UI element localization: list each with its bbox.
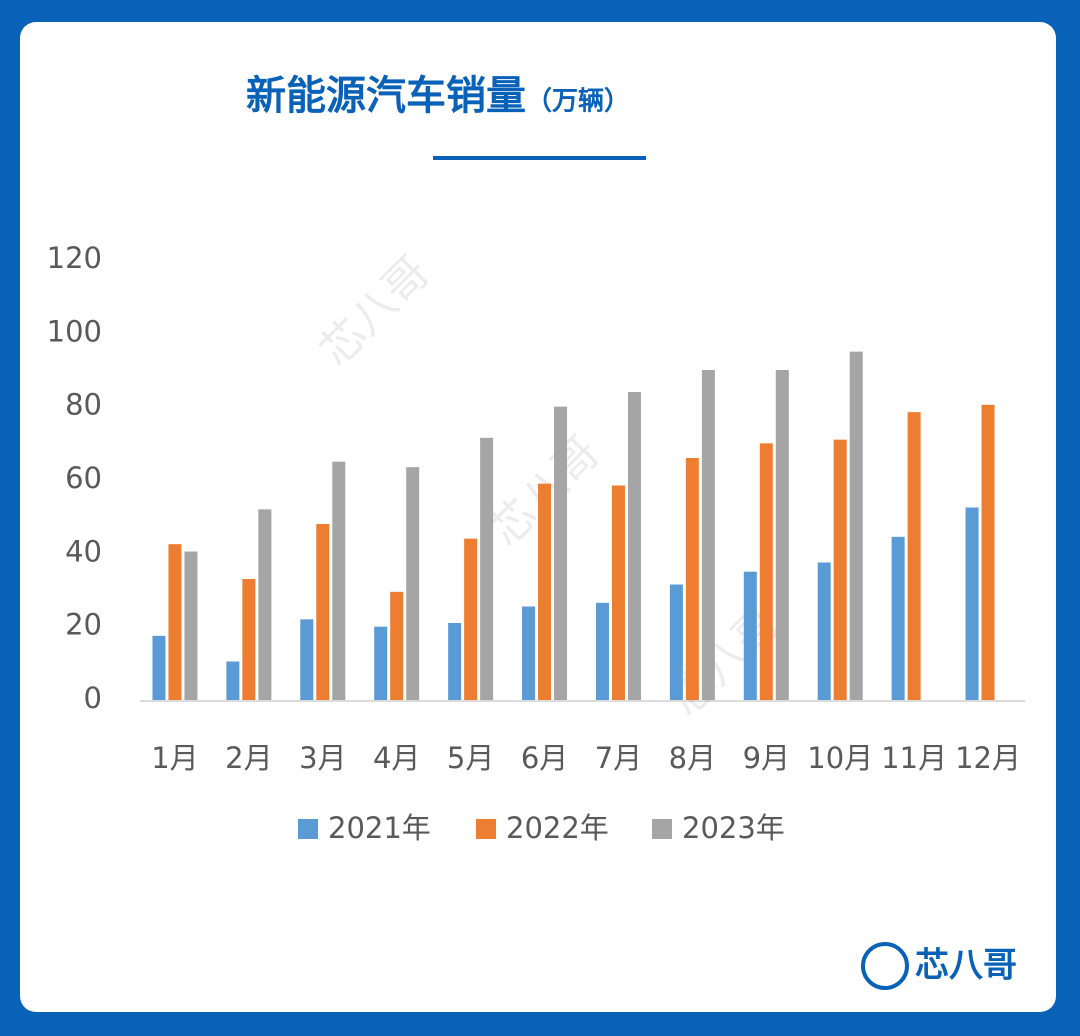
- y-tick-label: 80: [65, 388, 102, 422]
- bar: [332, 461, 346, 700]
- x-tick-label: 8月: [669, 741, 716, 775]
- bar: [448, 623, 462, 700]
- bar: [390, 591, 404, 700]
- logo-icon: [861, 942, 909, 990]
- bar: [300, 619, 314, 700]
- bar: [849, 351, 863, 700]
- bar: [627, 392, 641, 700]
- bar: [152, 635, 166, 700]
- watermark: 芯八哥: [310, 247, 439, 376]
- bar: [891, 536, 905, 700]
- bar: [965, 507, 979, 700]
- card: [20, 22, 1056, 1012]
- x-tick-label: 9月: [743, 741, 790, 775]
- x-tick-label: 7月: [595, 741, 642, 775]
- x-tick-label: 6月: [521, 741, 568, 775]
- brand-logo: 芯八哥: [861, 942, 1017, 990]
- legend-label: 2022年: [506, 811, 609, 845]
- bar: [611, 485, 625, 700]
- x-tick-label: 5月: [447, 741, 494, 775]
- x-tick-label: 11月: [881, 741, 947, 775]
- y-tick-label: 40: [65, 534, 102, 568]
- bar: [743, 571, 757, 700]
- legend-label: 2021年: [328, 811, 431, 845]
- legend-label: 2023年: [682, 811, 785, 845]
- x-tick-label: 12月: [955, 741, 1021, 775]
- bar: [374, 626, 388, 700]
- y-tick-label: 60: [65, 461, 102, 495]
- bar: [669, 584, 683, 700]
- legend-swatch: [476, 819, 496, 839]
- bar: [817, 562, 831, 700]
- bar: [480, 437, 494, 700]
- chart-title: 新能源汽车销量: [246, 73, 526, 119]
- x-tick-label: 2月: [225, 741, 272, 775]
- x-tick-label: 4月: [373, 741, 420, 775]
- bar: [538, 483, 552, 700]
- bar: [242, 579, 256, 700]
- y-tick-label: 20: [65, 608, 102, 642]
- y-tick-label: 100: [47, 314, 102, 348]
- chart-unit: （万辆）: [526, 87, 630, 117]
- bar: [554, 406, 568, 700]
- bar: [316, 524, 330, 700]
- bar: [833, 439, 847, 700]
- bar: [522, 606, 536, 700]
- legend-swatch: [652, 819, 672, 839]
- bar: [464, 538, 478, 700]
- y-tick-label: 120: [47, 241, 102, 275]
- bar: [258, 509, 272, 700]
- bar: [759, 443, 773, 700]
- bar: [775, 370, 789, 700]
- bar: [701, 370, 715, 700]
- brand-name: 芯八哥: [915, 946, 1017, 986]
- bar: [184, 551, 198, 700]
- bar: [907, 412, 921, 700]
- legend-swatch: [298, 819, 318, 839]
- bar: [981, 404, 995, 700]
- bar: [685, 458, 699, 700]
- y-tick-label: 0: [84, 681, 102, 715]
- x-tick-label: 1月: [151, 741, 198, 775]
- x-tick-label: 10月: [807, 741, 873, 775]
- bar: [595, 602, 609, 700]
- bar: [168, 544, 182, 700]
- bar: [406, 467, 420, 700]
- bar: [226, 661, 240, 700]
- title-underline: [433, 156, 646, 160]
- x-tick-label: 3月: [299, 741, 346, 775]
